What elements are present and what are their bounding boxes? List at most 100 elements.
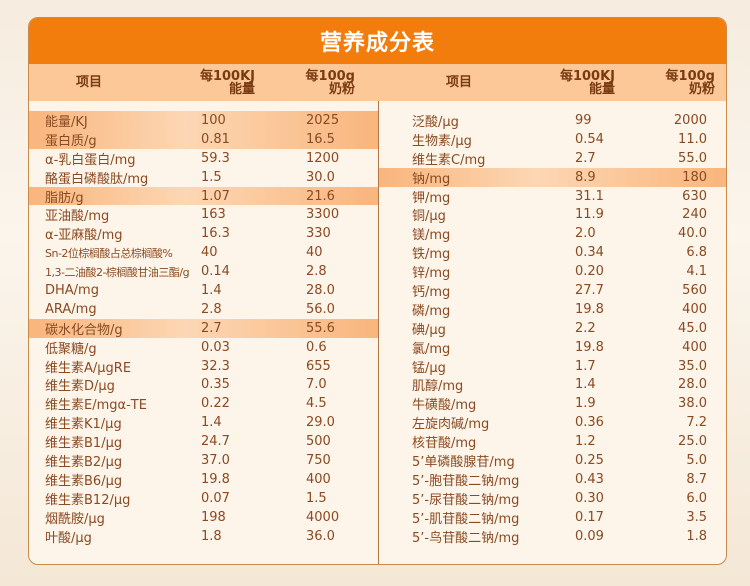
nutrient-name: DHA/mg [45, 282, 99, 298]
value-per-100kj: 0.54 [575, 131, 604, 147]
table-row: 锌/mg 0.20 4.1 [379, 262, 726, 281]
value-per-100kj: 11.9 [575, 207, 604, 223]
value-per-100kj: 0.17 [575, 509, 604, 525]
header-label: 项目 [75, 75, 102, 90]
value-per-100kj: 16.3 [201, 226, 230, 242]
value-per-100kj: 0.07 [201, 490, 230, 506]
value-per-100g: 4000 [306, 509, 340, 525]
value-per-100kj: 31.1 [575, 188, 604, 204]
table-row: 烟酰胺/μg 198 4000 [29, 508, 378, 527]
table-row: DHA/mg 1.4 28.0 [29, 281, 378, 300]
table-row: 5’-肌苷酸二钠/mg 0.17 3.5 [379, 508, 726, 527]
value-per-100g: 25.0 [678, 434, 707, 450]
value-per-100kj: 1.4 [201, 415, 222, 431]
table-row: 叶酸/μg 1.8 36.0 [29, 527, 378, 546]
nutrient-name: 肌醇/mg [412, 379, 464, 395]
value-per-100g: 38.0 [678, 396, 707, 412]
value-per-100g: 2025 [306, 112, 340, 128]
header-label: 每100g [305, 68, 355, 84]
value-per-100g: 56.0 [306, 301, 335, 317]
value-per-100g: 55.0 [678, 150, 707, 166]
table-row: 5’-尿苷酸二钠/mg 0.30 6.0 [379, 489, 726, 508]
nutrient-name: 维生素A/μgRE [45, 360, 132, 376]
nutrient-name: 生物素/μg [412, 133, 472, 149]
value-per-100kj: 19.8 [575, 339, 604, 355]
value-per-100g: 5.0 [686, 452, 707, 468]
value-per-100kj: 0.81 [201, 131, 230, 147]
left-column: 能量/KJ 100 2025 蛋白质/g 0.81 16.5 α-乳白蛋白/mg 59.3 12… [29, 111, 378, 546]
value-per-100g: 560 [682, 282, 707, 298]
value-per-100g: 1.8 [686, 528, 707, 544]
nutrient-name: 碳水化合物/g [45, 322, 123, 338]
nutrient-name: 左旋肉碱/mg [412, 417, 490, 433]
value-per-100kj: 19.8 [201, 471, 230, 487]
value-per-100kj: 37.0 [201, 452, 230, 468]
header-per100kj-right: 每100KJ 能量 [539, 64, 615, 101]
header-label: 能量 [228, 81, 255, 97]
value-per-100kj: 0.14 [201, 264, 230, 280]
nutrient-name: 碘/μg [412, 322, 446, 338]
nutrient-name: 钠/mg [412, 171, 451, 187]
value-per-100g: 7.2 [686, 415, 707, 431]
table-row: 铜/μg 11.9 240 [379, 205, 726, 224]
header-label: 项目 [445, 75, 472, 90]
value-per-100kj: 1.4 [201, 282, 222, 298]
table-row: 维生素B2/μg 37.0 750 [29, 451, 378, 470]
table-row: 脂肪/g 1.07 21.6 [29, 186, 378, 206]
header-item-right: 项目 [399, 64, 519, 101]
column-divider [378, 101, 379, 564]
value-per-100kj: 0.25 [575, 452, 604, 468]
nutrient-name: 核苷酸/mg [412, 436, 477, 452]
nutrient-name: 5’-肌苷酸二钠/mg [412, 511, 520, 527]
table-row: 5’-鸟苷酸二钠/mg 0.09 1.8 [379, 527, 726, 546]
table-row: 核苷酸/mg 1.2 25.0 [379, 432, 726, 452]
value-per-100g: 0.6 [306, 339, 327, 355]
value-per-100kj: 32.3 [201, 358, 230, 374]
table-row: 亚油酸/mg 163 3300 [29, 205, 378, 224]
table-row: α-乳白蛋白/mg 59.3 1200 [29, 149, 378, 168]
nutrient-name: α-亚麻酸/mg [45, 228, 123, 244]
table-row: 5’单磷酸腺苷/mg 0.25 5.0 [379, 451, 726, 470]
table-row: 磷/mg 19.8 400 [379, 300, 726, 319]
nutrient-name: 5’-尿苷酸二钠/mg [412, 492, 520, 508]
value-per-100g: 40.0 [678, 226, 707, 242]
table-row: 维生素K1/μg 1.4 29.0 [29, 413, 378, 432]
value-per-100g: 55.6 [306, 320, 335, 336]
value-per-100g: 240 [682, 207, 707, 223]
value-per-100g: 180 [682, 169, 707, 185]
value-per-100kj: 99 [575, 112, 592, 128]
value-per-100kj: 0.35 [201, 377, 230, 393]
value-per-100g: 45.0 [678, 320, 707, 336]
value-per-100kj: 0.20 [575, 264, 604, 280]
value-per-100kj: 1.07 [201, 188, 230, 204]
table-row: α-亚麻酸/mg 16.3 330 [29, 224, 378, 243]
value-per-100kj: 0.30 [575, 490, 604, 506]
value-per-100kj: 19.8 [575, 301, 604, 317]
nutrient-name: 蛋白质/g [45, 133, 97, 149]
nutrient-name: 锰/μg [412, 360, 446, 376]
table-row: 1,3-二油酸2-棕榈酸甘油三酯/g 0.14 2.8 [29, 262, 378, 281]
nutrient-name: α-乳白蛋白/mg [45, 152, 136, 168]
nutrient-name: 氯/mg [412, 341, 451, 357]
value-per-100kj: 1.2 [575, 434, 596, 450]
nutrient-name: 叶酸/μg [45, 530, 92, 546]
nutrient-name: 维生素C/mg [412, 152, 486, 168]
table-title: 营养成分表 [29, 18, 726, 64]
value-per-100kj: 1.7 [575, 358, 596, 374]
nutrient-name: 能量/KJ [45, 114, 88, 130]
table-row: 钙/mg 27.7 560 [379, 281, 726, 300]
nutrient-name: 磷/mg [412, 303, 451, 319]
table-row: 维生素A/μgRE 32.3 655 [29, 357, 378, 376]
nutrient-name: ARA/mg [45, 301, 97, 317]
table-row: 左旋肉碱/mg 0.36 7.2 [379, 413, 726, 433]
header-per100kj-left: 每100KJ 能量 [179, 64, 255, 101]
value-per-100g: 3.5 [686, 509, 707, 525]
table-row: 镁/mg 2.0 40.0 [379, 224, 726, 244]
value-per-100kj: 8.9 [575, 169, 596, 185]
value-per-100g: 500 [306, 434, 331, 450]
nutrient-name: 维生素B6/μg [45, 473, 123, 489]
nutrient-name: 镁/mg [412, 228, 451, 244]
table-row: Sn-2位棕榈酸占总棕榈酸% 40 40 [29, 243, 378, 262]
value-per-100kj: 40 [201, 245, 218, 261]
table-row: 维生素B6/μg 19.8 400 [29, 470, 378, 489]
